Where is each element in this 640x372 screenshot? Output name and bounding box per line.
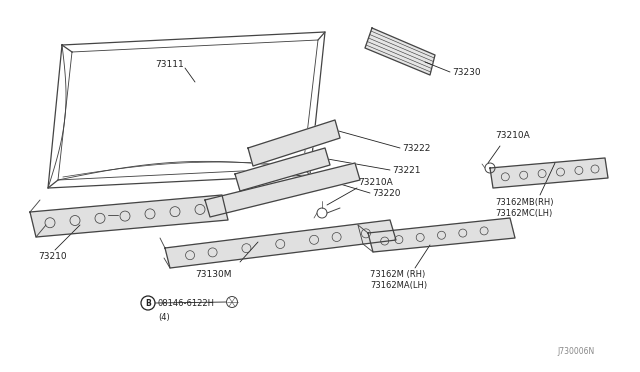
Polygon shape xyxy=(248,120,340,166)
Text: 08146-6122H: 08146-6122H xyxy=(157,298,214,308)
Text: 73210A: 73210A xyxy=(495,131,530,140)
Text: 73221: 73221 xyxy=(392,166,420,174)
Text: 73222: 73222 xyxy=(402,144,430,153)
Polygon shape xyxy=(30,195,228,237)
Text: 73162MB(RH)
73162MC(LH): 73162MB(RH) 73162MC(LH) xyxy=(495,198,554,218)
Polygon shape xyxy=(235,148,330,191)
Polygon shape xyxy=(365,28,435,75)
Text: 73130M: 73130M xyxy=(195,270,232,279)
Text: J730006N: J730006N xyxy=(557,347,595,356)
Text: 73210: 73210 xyxy=(38,252,67,261)
Text: 73111: 73111 xyxy=(155,60,184,68)
Text: 73220: 73220 xyxy=(372,189,401,198)
Text: B: B xyxy=(145,298,151,308)
Text: 73162M (RH)
73162MA(LH): 73162M (RH) 73162MA(LH) xyxy=(370,270,427,290)
Text: (4): (4) xyxy=(158,313,170,322)
Polygon shape xyxy=(165,220,396,268)
Polygon shape xyxy=(205,163,360,217)
Text: 73210A: 73210A xyxy=(358,178,393,187)
Polygon shape xyxy=(368,218,515,252)
Text: 73230: 73230 xyxy=(452,67,481,77)
Polygon shape xyxy=(490,158,608,188)
